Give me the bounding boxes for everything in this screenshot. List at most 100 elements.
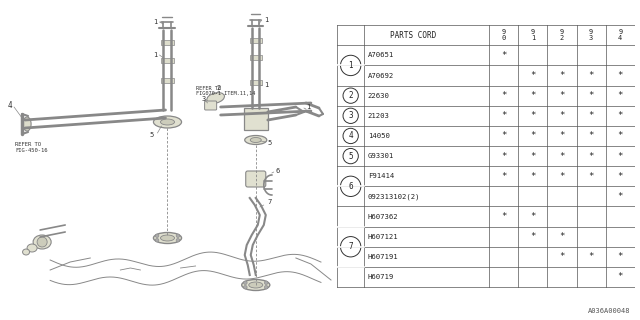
Text: *: *: [588, 252, 594, 261]
Text: 7: 7: [348, 242, 353, 251]
Text: 9
0: 9 0: [502, 29, 506, 41]
Text: FIG-450-16: FIG-450-16: [15, 148, 47, 154]
Bar: [244, 108, 268, 130]
Text: A70651: A70651: [367, 52, 394, 58]
Text: *: *: [588, 111, 594, 120]
Ellipse shape: [249, 282, 263, 288]
Text: *: *: [530, 71, 536, 80]
Text: *: *: [618, 192, 623, 201]
Text: *: *: [559, 172, 564, 181]
Circle shape: [244, 281, 247, 284]
Text: 6: 6: [276, 168, 280, 174]
Text: 9
2: 9 2: [560, 29, 564, 41]
Text: *: *: [501, 132, 506, 140]
Text: *: *: [588, 172, 594, 181]
Circle shape: [156, 238, 159, 242]
Text: *: *: [588, 152, 594, 161]
Text: *: *: [618, 172, 623, 181]
Text: *: *: [530, 111, 536, 120]
Ellipse shape: [33, 235, 51, 249]
Text: *: *: [501, 51, 506, 60]
Text: *: *: [588, 132, 594, 140]
Text: A036A00048: A036A00048: [588, 308, 630, 314]
Ellipse shape: [154, 116, 182, 128]
Text: 1: 1: [154, 52, 157, 58]
Text: 092313102(2): 092313102(2): [367, 193, 420, 200]
Text: 3: 3: [202, 96, 205, 102]
Text: *: *: [530, 232, 536, 241]
Text: *: *: [618, 152, 623, 161]
Text: H607191: H607191: [367, 254, 398, 260]
Ellipse shape: [161, 235, 175, 241]
Text: 9
3: 9 3: [589, 29, 593, 41]
Text: *: *: [618, 272, 623, 282]
FancyBboxPatch shape: [246, 171, 266, 187]
Text: 1: 1: [348, 61, 353, 70]
Text: 5: 5: [348, 152, 353, 161]
Text: 9
4: 9 4: [618, 29, 623, 41]
Ellipse shape: [161, 119, 175, 125]
Text: *: *: [530, 212, 536, 221]
Text: G93301: G93301: [367, 153, 394, 159]
Circle shape: [176, 234, 180, 237]
Circle shape: [264, 281, 268, 284]
Bar: [250, 80, 262, 85]
Bar: [161, 78, 173, 83]
Ellipse shape: [27, 244, 37, 252]
Text: 3: 3: [348, 111, 353, 120]
Text: 1: 1: [154, 19, 157, 25]
Text: H607362: H607362: [367, 213, 398, 220]
Text: *: *: [559, 71, 564, 80]
Circle shape: [176, 238, 180, 242]
Text: *: *: [559, 111, 564, 120]
Ellipse shape: [242, 279, 270, 291]
Text: REFER TO: REFER TO: [15, 142, 41, 148]
Text: 2: 2: [348, 91, 353, 100]
Text: 9
1: 9 1: [531, 29, 535, 41]
Text: 1: 1: [264, 17, 268, 23]
Text: *: *: [501, 152, 506, 161]
Text: F91414: F91414: [367, 173, 394, 179]
Text: 5: 5: [149, 132, 154, 138]
Bar: [161, 40, 173, 45]
Ellipse shape: [154, 233, 182, 244]
Text: 21203: 21203: [367, 113, 390, 119]
Bar: [250, 38, 262, 43]
Text: 6: 6: [348, 182, 353, 191]
Text: *: *: [618, 132, 623, 140]
FancyBboxPatch shape: [205, 101, 217, 110]
Circle shape: [244, 285, 247, 289]
Text: H60719: H60719: [367, 274, 394, 280]
Ellipse shape: [207, 92, 225, 103]
Text: 7: 7: [268, 199, 272, 205]
Text: *: *: [530, 132, 536, 140]
Ellipse shape: [23, 117, 31, 131]
Text: *: *: [618, 71, 623, 80]
Text: *: *: [588, 71, 594, 80]
Text: *: *: [618, 252, 623, 261]
Text: *: *: [559, 232, 564, 241]
Text: 4: 4: [8, 100, 12, 109]
Text: A70692: A70692: [367, 73, 394, 78]
Text: 1: 1: [306, 104, 310, 110]
Bar: [161, 58, 173, 63]
Bar: [250, 55, 262, 60]
Text: *: *: [530, 152, 536, 161]
Text: 4: 4: [348, 132, 353, 140]
Text: *: *: [559, 252, 564, 261]
Text: 22630: 22630: [367, 93, 390, 99]
Text: *: *: [559, 132, 564, 140]
Text: *: *: [501, 111, 506, 120]
Text: *: *: [618, 91, 623, 100]
Text: PARTS CORD: PARTS CORD: [390, 31, 436, 40]
Text: FIG070-1 ITEM.11,14: FIG070-1 ITEM.11,14: [196, 91, 255, 95]
Text: *: *: [618, 111, 623, 120]
Text: *: *: [559, 91, 564, 100]
Ellipse shape: [22, 249, 29, 255]
Circle shape: [37, 237, 47, 247]
Text: 14050: 14050: [367, 133, 390, 139]
Text: *: *: [530, 91, 536, 100]
Text: *: *: [530, 172, 536, 181]
Circle shape: [156, 234, 159, 237]
Text: *: *: [588, 91, 594, 100]
